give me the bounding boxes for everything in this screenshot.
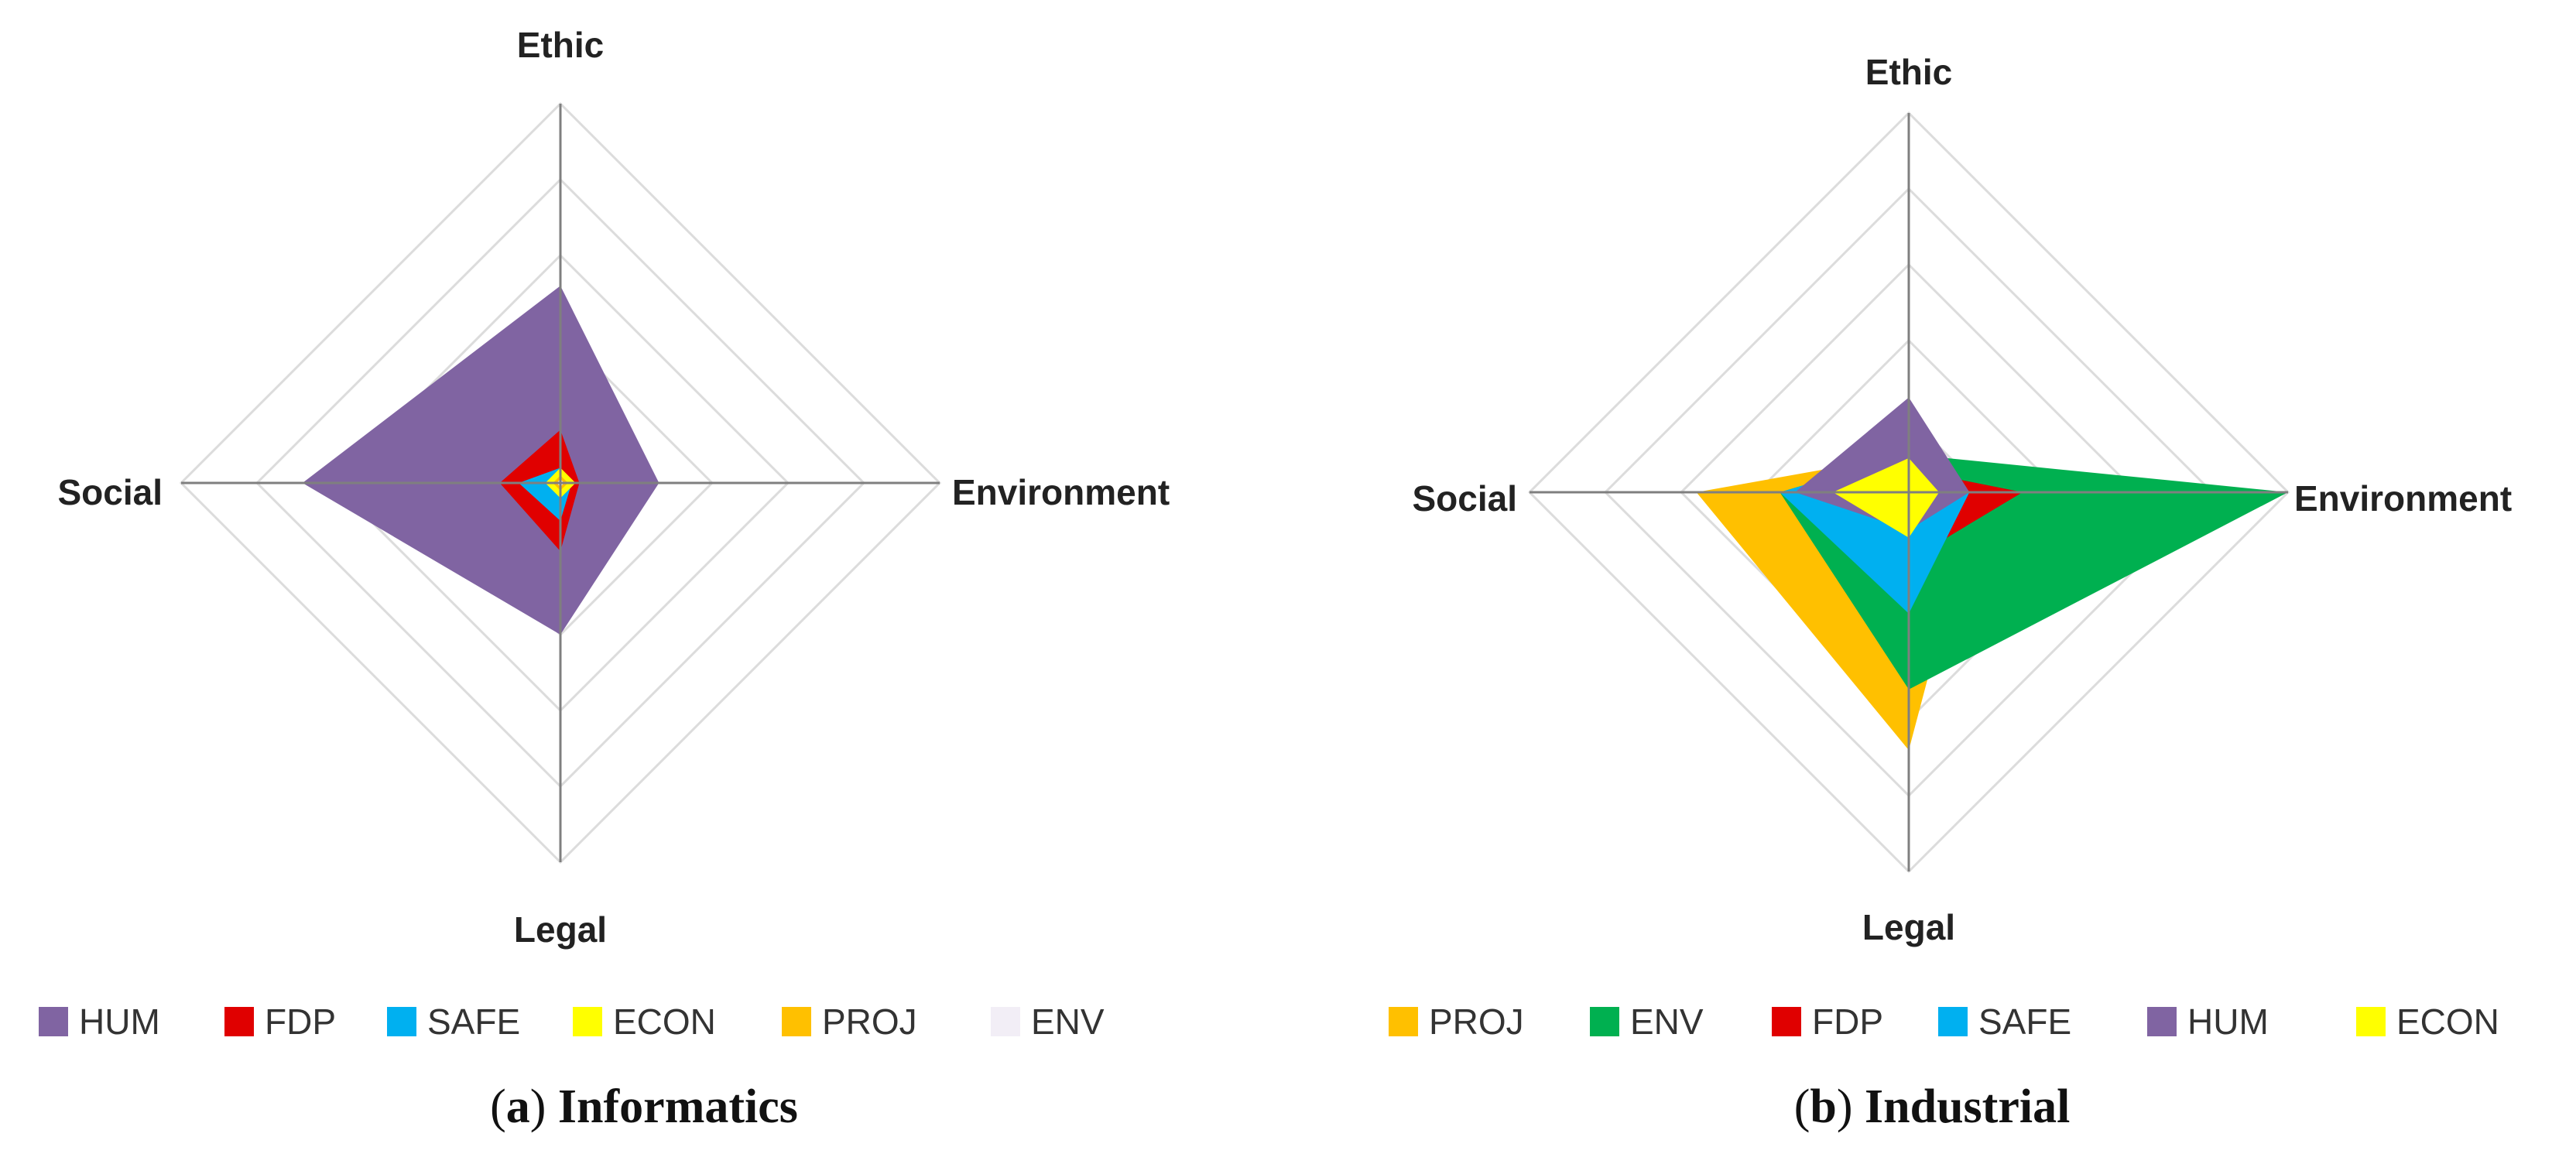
legend-item-env: ENV <box>991 995 1105 1049</box>
legend-item-proj: PROJ <box>1389 995 1524 1049</box>
legend-swatch <box>1590 1007 1619 1036</box>
legend-label: PROJ <box>1429 1002 1524 1042</box>
legend-label: FDP <box>1812 1002 1883 1042</box>
legend-label: PROJ <box>822 1002 917 1042</box>
legend-swatch <box>1772 1007 1801 1036</box>
caption-title: Industrial <box>1864 1080 2071 1133</box>
legend-swatch <box>782 1007 811 1036</box>
axis-label-legal: Legal <box>1862 907 1955 947</box>
legend-label: FDP <box>265 1002 336 1042</box>
radar-panel-industrial: Ethic Environment Legal Social PROJ ENV FDP SA… <box>1288 0 2576 1171</box>
legend-label: SAFE <box>1978 1002 2072 1042</box>
axis-label-ethic: Ethic <box>517 25 604 65</box>
legend-item-econ: ECON <box>2356 995 2499 1049</box>
series-area-econ <box>1833 457 1940 538</box>
legend-item-fdp: FDP <box>224 995 336 1049</box>
axis-label-social: Social <box>1412 478 1517 519</box>
radar-panel-informatics: Ethic Environment Legal Social HUM FDP SAFE EC… <box>0 25 1288 1133</box>
legend-item-env: ENV <box>1590 995 1704 1049</box>
axis-label-environment: Environment <box>2294 478 2512 519</box>
radar-chart-industrial: Ethic Environment Legal Social <box>1412 52 2512 947</box>
legend-swatch <box>2147 1007 2177 1036</box>
legend-item-safe: SAFE <box>1938 995 2071 1049</box>
legend-swatch <box>991 1007 1020 1036</box>
legend-item-safe: SAFE <box>387 995 520 1049</box>
legend-swatch <box>224 1007 254 1036</box>
caption-informatics: (a) Informatics <box>490 1080 798 1133</box>
legend-item-proj: PROJ <box>782 995 917 1049</box>
caption-letter: a <box>505 1080 530 1133</box>
legend-item-hum: HUM <box>39 995 160 1049</box>
caption-industrial: (b) Industrial <box>1793 1080 2071 1133</box>
legend-swatch <box>1938 1007 1968 1036</box>
legend-item-fdp: FDP <box>1772 995 1883 1049</box>
legend-item-hum: HUM <box>2147 995 2269 1049</box>
caption-title: Informatics <box>557 1080 798 1133</box>
legend-label: ECON <box>2396 1002 2499 1042</box>
axis-label-legal: Legal <box>514 909 607 950</box>
axis-label-environment: Environment <box>952 472 1170 512</box>
legend-label: HUM <box>79 1002 160 1042</box>
legend-industrial: PROJ ENV FDP SAFE HUM ECON <box>1288 995 2576 1049</box>
legend-label: HUM <box>2187 1002 2269 1042</box>
legend-informatics: HUM FDP SAFE ECON PROJ ENV <box>0 995 1288 1049</box>
legend-label: ECON <box>613 1002 716 1042</box>
radar-chart-informatics: Ethic Environment Legal Social <box>57 25 1170 950</box>
axis-label-ethic: Ethic <box>1865 52 1952 92</box>
axis-label-social: Social <box>57 472 163 512</box>
legend-item-econ: ECON <box>573 995 716 1049</box>
legend-label: ENV <box>1031 1002 1105 1042</box>
legend-swatch <box>39 1007 68 1036</box>
caption-letter: b <box>1810 1080 1837 1133</box>
legend-swatch <box>1389 1007 1418 1036</box>
legend-swatch <box>387 1007 416 1036</box>
legend-swatch <box>573 1007 602 1036</box>
legend-label: SAFE <box>427 1002 521 1042</box>
series-area-hum <box>302 286 659 635</box>
legend-label: ENV <box>1630 1002 1704 1042</box>
legend-swatch <box>2356 1007 2386 1036</box>
